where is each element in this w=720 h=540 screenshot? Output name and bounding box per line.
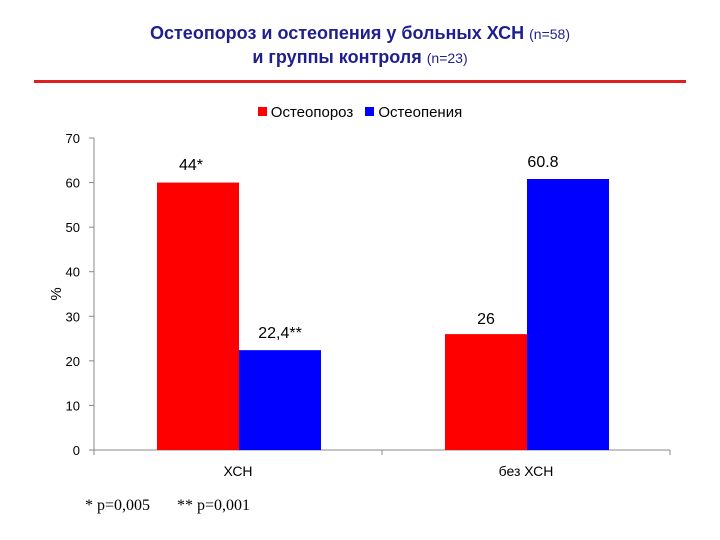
x-category-label: ХСН bbox=[223, 463, 252, 479]
legend-label-osteoporosis: Остеопороз bbox=[270, 104, 354, 121]
bar bbox=[527, 179, 609, 450]
y-tick-label: 40 bbox=[66, 265, 80, 280]
title-line-2-text: и группы контроля bbox=[252, 47, 422, 67]
y-tick-label: 20 bbox=[66, 354, 80, 369]
y-tick-label: 50 bbox=[66, 220, 80, 235]
data-label: 26 bbox=[477, 311, 495, 328]
footnote-1: * p=0,005 bbox=[85, 497, 151, 514]
x-category-label: без ХСН bbox=[499, 463, 554, 479]
bar bbox=[157, 182, 239, 451]
legend-swatch-osteoporosis bbox=[257, 107, 267, 116]
title-divider bbox=[34, 80, 686, 83]
data-label: 22,4** bbox=[258, 325, 302, 342]
data-label: 44* bbox=[179, 157, 203, 174]
legend: Остеопороз Остеопения bbox=[0, 104, 720, 121]
y-tick-label: 60 bbox=[66, 176, 80, 191]
data-label: 60.8 bbox=[527, 154, 558, 171]
legend-label-osteopenia: Остеопения bbox=[378, 104, 463, 121]
legend-swatch-osteopenia bbox=[365, 107, 375, 116]
legend-item-osteoporosis: Остеопороз bbox=[257, 104, 354, 121]
bar bbox=[239, 350, 321, 450]
title-line-1-text: Остеопороз и остеопения у больных ХСН bbox=[149, 23, 525, 43]
y-tick-label: 10 bbox=[66, 398, 80, 413]
y-axis-label: % bbox=[48, 287, 65, 300]
title-line-1-n: (n=58) bbox=[529, 26, 570, 42]
title-line-2-n: (n=23) bbox=[426, 50, 468, 66]
y-tick-label: 30 bbox=[66, 309, 80, 324]
bar bbox=[445, 334, 527, 450]
footnote-2: ** p=0,001 bbox=[177, 497, 251, 514]
chart-title: Остеопороз и остеопения у больных ХСН (n… bbox=[0, 22, 720, 70]
legend-item-osteopenia: Остеопения bbox=[365, 104, 462, 121]
title-line-1: Остеопороз и остеопения у больных ХСН (n… bbox=[0, 22, 720, 46]
y-tick-label: 0 bbox=[73, 443, 80, 458]
y-tick-label: 70 bbox=[66, 131, 80, 146]
title-line-2: и группы контроля (n=23) bbox=[0, 46, 720, 70]
